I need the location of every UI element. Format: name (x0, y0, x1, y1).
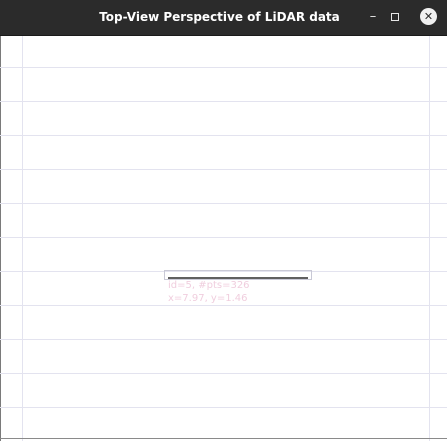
close-icon: ✕ (423, 10, 434, 23)
grid-line-horizontal (0, 67, 447, 68)
maximize-icon (391, 13, 399, 21)
grid-line-left-edge (0, 36, 1, 441)
grid-line-horizontal (0, 135, 447, 136)
grid-line-horizontal (0, 339, 447, 340)
window-title: Top-View Perspective of LiDAR data (0, 0, 447, 35)
grid-line-horizontal (0, 407, 447, 408)
close-button[interactable]: ✕ (420, 8, 437, 25)
grid-line-horizontal (0, 101, 447, 102)
grid-line-horizontal (0, 237, 447, 238)
grid-line-horizontal (0, 203, 447, 204)
object-label-position: x=7.97, y=1.46 (168, 293, 248, 304)
grid-line-vertical (429, 36, 430, 441)
lidar-point-cluster (168, 277, 308, 279)
object-bounding-box (164, 270, 312, 280)
grid-line-horizontal (0, 373, 447, 374)
grid-line-horizontal (0, 271, 447, 272)
top-view-canvas: id=5, #pts=326 x=7.97, y=1.46 (0, 36, 447, 441)
minimize-icon: – (369, 9, 377, 24)
title-bar[interactable]: Top-View Perspective of LiDAR data – ✕ (0, 0, 447, 36)
object-label-id: id=5, #pts=326 (168, 280, 250, 291)
grid-line-horizontal (0, 305, 447, 306)
grid-line-horizontal (0, 169, 447, 170)
maximize-button[interactable] (387, 9, 403, 25)
grid-line-vertical (22, 36, 23, 441)
grid-line-bottom-edge (0, 438, 447, 439)
window-title-text: Top-View Perspective of LiDAR data (99, 10, 340, 24)
minimize-button[interactable]: – (365, 9, 381, 25)
